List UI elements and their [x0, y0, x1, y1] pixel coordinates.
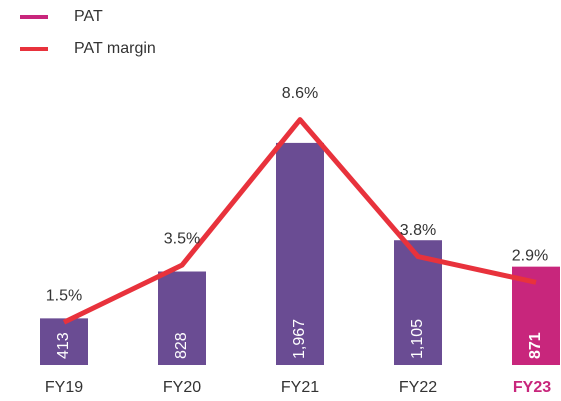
line: [62, 117, 537, 325]
x-tick-label: FY19: [45, 379, 83, 396]
bar: [158, 271, 206, 365]
x-tick-label: FY21: [281, 379, 319, 396]
bar-value-label: 1,967: [291, 319, 308, 359]
bar: [276, 142, 324, 365]
line-value-label: 2.9%: [512, 247, 548, 264]
line-value-label: 1.5%: [46, 287, 82, 304]
line-value-label: 3.5%: [164, 230, 200, 247]
x-tick-label: FY20: [163, 379, 201, 396]
line-value-label: 3.8%: [400, 222, 436, 239]
bar-value-label: 413: [55, 332, 72, 359]
bar: [40, 318, 88, 365]
line-value-label: 8.6%: [282, 85, 318, 102]
x-tick-label: FY22: [399, 379, 437, 396]
x-tick-label: FY23: [513, 379, 551, 396]
bar-value-label: 828: [173, 332, 190, 359]
bar: [512, 266, 560, 365]
bar-value-label: 1,105: [409, 319, 426, 359]
legend-label: PAT: [74, 8, 103, 25]
bar-value-label: 871: [527, 332, 544, 359]
legend-label: PAT margin: [74, 40, 156, 57]
